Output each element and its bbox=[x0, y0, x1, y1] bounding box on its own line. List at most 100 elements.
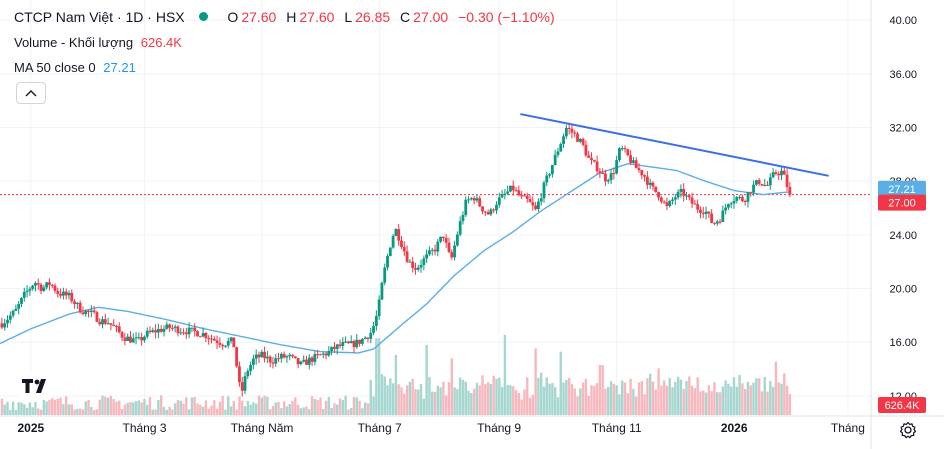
candle-body bbox=[428, 250, 431, 255]
volume-bar bbox=[621, 380, 624, 415]
candle-body bbox=[562, 136, 565, 145]
volume-bar bbox=[92, 409, 96, 415]
candle-body bbox=[436, 241, 440, 252]
symbol-title[interactable]: CTCP Nam Việt · 1D · HSX bbox=[14, 9, 185, 25]
volume-bar bbox=[537, 377, 540, 415]
svg-text:27.00: 27.00 bbox=[888, 198, 916, 210]
candle-body bbox=[453, 245, 456, 258]
volume-bar bbox=[584, 378, 588, 415]
volume-bar bbox=[397, 384, 400, 415]
candle-body bbox=[676, 191, 680, 198]
candle-body bbox=[581, 138, 585, 145]
candle-body bbox=[525, 195, 529, 199]
volume-bar bbox=[498, 377, 501, 415]
volume-bar bbox=[690, 385, 694, 415]
candle-body bbox=[101, 319, 104, 325]
volume-bar bbox=[336, 404, 339, 415]
volume-bar bbox=[486, 382, 490, 415]
candle-body bbox=[162, 328, 166, 332]
volume-bar bbox=[182, 403, 185, 415]
candle-body bbox=[296, 357, 300, 365]
volume-bar bbox=[313, 399, 317, 415]
candle-body bbox=[61, 291, 65, 296]
volume-bar bbox=[562, 382, 565, 415]
time-axis[interactable]: 2025 Tháng 3 Tháng Năm Tháng 7 Tháng 9 Tháng … bbox=[17, 421, 864, 435]
time-tick-label: Tháng 3 bbox=[123, 421, 167, 435]
candle-body bbox=[732, 200, 736, 204]
candle-body bbox=[724, 207, 728, 211]
candle-body bbox=[766, 184, 769, 186]
candle-body bbox=[352, 341, 356, 348]
legend-ma-row[interactable]: MA 50 close 0 27.21 bbox=[14, 60, 136, 75]
candle-body bbox=[455, 234, 459, 246]
volume-bar bbox=[358, 400, 361, 415]
candle-body bbox=[89, 310, 93, 312]
candle-body bbox=[740, 196, 744, 201]
candle-body bbox=[358, 339, 361, 344]
volume-bar bbox=[227, 396, 230, 415]
volume-bars bbox=[0, 335, 792, 415]
candle-body bbox=[534, 205, 538, 210]
volume-bar bbox=[229, 406, 233, 415]
volume-bar bbox=[461, 379, 465, 415]
volume-bar bbox=[542, 386, 546, 415]
candle-body bbox=[215, 340, 219, 344]
chart-settings-button[interactable] bbox=[899, 421, 917, 439]
volume-bar bbox=[419, 383, 423, 415]
candle-body bbox=[729, 203, 733, 205]
volume-bar bbox=[14, 409, 18, 415]
trendline[interactable] bbox=[520, 113, 829, 177]
volume-label[interactable]: Volume - Khối lượng bbox=[14, 35, 134, 50]
candle-body bbox=[25, 290, 29, 292]
volume-bar bbox=[210, 405, 213, 415]
volume-bar bbox=[288, 404, 291, 415]
volume-bar bbox=[422, 398, 426, 415]
volume-bar bbox=[444, 395, 448, 415]
candle-body bbox=[598, 171, 602, 174]
candle-body bbox=[545, 175, 549, 183]
candle-body bbox=[285, 356, 289, 358]
volume-bar bbox=[618, 394, 621, 415]
volume-bar bbox=[291, 400, 294, 415]
candle-body bbox=[45, 282, 49, 288]
candle-body bbox=[140, 337, 144, 341]
legend-volume-row[interactable]: Volume - Khối lượng 626.4K bbox=[14, 35, 182, 50]
volume-bar bbox=[716, 392, 719, 415]
candle-body bbox=[341, 341, 345, 346]
candle-body bbox=[201, 333, 205, 337]
volume-bar bbox=[752, 382, 755, 415]
low-key: L bbox=[344, 9, 353, 25]
candle-body bbox=[495, 204, 498, 211]
candle-body bbox=[576, 133, 579, 142]
candle-body bbox=[75, 302, 79, 304]
volume-bar bbox=[565, 380, 568, 415]
candle-body bbox=[411, 261, 415, 268]
volume-bar bbox=[42, 398, 46, 415]
candle-body bbox=[668, 200, 672, 206]
time-tick-label: 2025 bbox=[17, 421, 44, 435]
volume-bar bbox=[190, 397, 194, 415]
volume-bar bbox=[648, 373, 652, 415]
candle-body bbox=[87, 310, 90, 312]
volume-bar bbox=[632, 388, 635, 415]
candle-body bbox=[402, 246, 406, 252]
volume-bar bbox=[76, 408, 79, 415]
candle-body bbox=[70, 292, 74, 302]
candle-body bbox=[330, 346, 334, 352]
volume-bar bbox=[129, 402, 132, 415]
candle-body bbox=[405, 251, 409, 262]
candlestick-series bbox=[0, 122, 792, 397]
candle-body bbox=[632, 160, 635, 163]
volume-bar bbox=[73, 409, 76, 415]
tradingview-logo-icon[interactable] bbox=[18, 372, 54, 400]
candle-body bbox=[721, 210, 725, 222]
legend-symbol-row[interactable]: CTCP Nam Việt · 1D · HSX O 27.60 H 27.60 L… bbox=[14, 9, 558, 25]
candle-body bbox=[422, 258, 426, 266]
volume-bar bbox=[257, 395, 261, 415]
candle-body bbox=[511, 185, 515, 191]
volume-bar bbox=[403, 393, 406, 415]
volume-bar bbox=[308, 409, 311, 415]
collapse-legend-button[interactable] bbox=[16, 82, 46, 104]
ma-label[interactable]: MA 50 close 0 bbox=[14, 60, 96, 75]
